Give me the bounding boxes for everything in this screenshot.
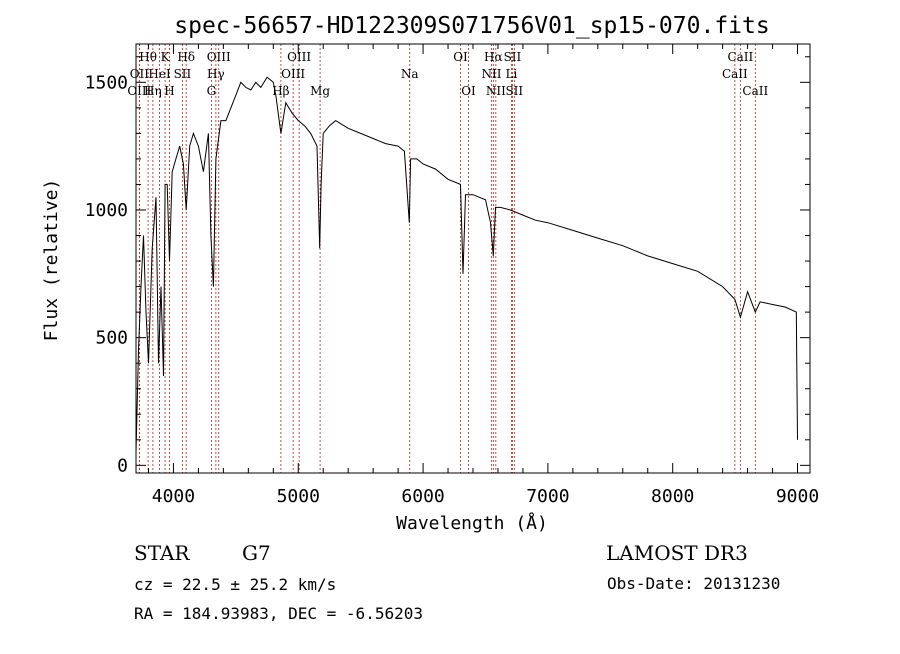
line-label-H-delta: Hδ xyxy=(177,50,195,64)
line-label-S-II-6731: SII xyxy=(505,84,523,98)
line-label-H-beta: Hβ xyxy=(272,84,289,98)
line-label-S-II-6716: SII xyxy=(504,50,522,64)
line-label-O-II-blue: OII xyxy=(130,67,150,81)
x-tick-label: 9000 xyxy=(776,486,819,507)
survey-name: LAMOST DR3 xyxy=(606,541,748,565)
y-axis-label: Flux (relative) xyxy=(41,179,62,342)
chart-title: spec-56657-HD122309S071756V01_sp15-070.f… xyxy=(174,13,769,39)
spectrum-line xyxy=(135,76,798,453)
line-label-O-III-4363: OIII xyxy=(207,50,231,64)
line-label-O-I-6364: OI xyxy=(461,84,476,98)
line-label-Li: Li xyxy=(506,67,518,81)
line-label-Na: Na xyxy=(401,67,419,81)
line-label-Ca-II-8498: CaII xyxy=(722,67,748,81)
line-label-He-I: HeI xyxy=(148,67,171,81)
object-type: STAR xyxy=(134,541,190,565)
line-label-H-theta: Hθ xyxy=(139,50,157,64)
spectral-line-markers xyxy=(138,44,756,473)
line-label-H: H xyxy=(164,84,174,98)
redshift-text: cz = 22.5 ± 25.2 km/s xyxy=(134,575,336,594)
line-label-O-III-5007: OIII xyxy=(287,50,311,64)
x-tick-label: 6000 xyxy=(401,486,444,507)
line-label-G: G xyxy=(207,84,217,98)
line-label-K: K xyxy=(161,50,171,64)
line-label-O-II-blue-2: OIII xyxy=(127,84,151,98)
line-label-O-III-4959: OIII xyxy=(281,67,305,81)
line-label-O-I-6300: OI xyxy=(453,50,468,64)
x-tick-label: 7000 xyxy=(526,486,569,507)
line-label-N-II-6583: NII xyxy=(486,84,506,98)
line-label-S-II-blue: SII xyxy=(174,67,192,81)
line-label-H-eta: Hη xyxy=(144,84,162,98)
line-label-H-alpha: Hα xyxy=(484,50,503,64)
line-label-Ca-II-8542: CaII xyxy=(727,50,753,64)
line-label-Mg: Mg xyxy=(310,84,330,98)
x-tick-label: 5000 xyxy=(277,486,320,507)
line-label-N-II-6548: NII xyxy=(481,67,501,81)
line-label-Ca-II-8662: CaII xyxy=(742,84,768,98)
obs-date: Obs-Date: 20131230 xyxy=(607,574,780,593)
plot-frame xyxy=(135,43,811,474)
y-tick-label: 1000 xyxy=(85,200,128,221)
y-tick-label: 500 xyxy=(95,328,128,349)
y-tick-label: 0 xyxy=(117,455,128,476)
x-tick-label: 4000 xyxy=(152,486,195,507)
y-tick-label: 1500 xyxy=(85,72,128,93)
line-label-H-gamma: Hγ xyxy=(207,67,225,81)
x-axis-ticks: 4000 5000 6000 7000 8000 9000 xyxy=(147,44,819,507)
object-subclass: G7 xyxy=(242,541,271,565)
coordinates: RA = 184.93983, DEC = -6.56203 xyxy=(134,604,423,623)
x-axis-label: Wavelength (Å) xyxy=(396,512,548,534)
x-tick-label: 8000 xyxy=(651,486,694,507)
y-axis-ticks: 0 500 1000 1500 xyxy=(85,56,810,476)
